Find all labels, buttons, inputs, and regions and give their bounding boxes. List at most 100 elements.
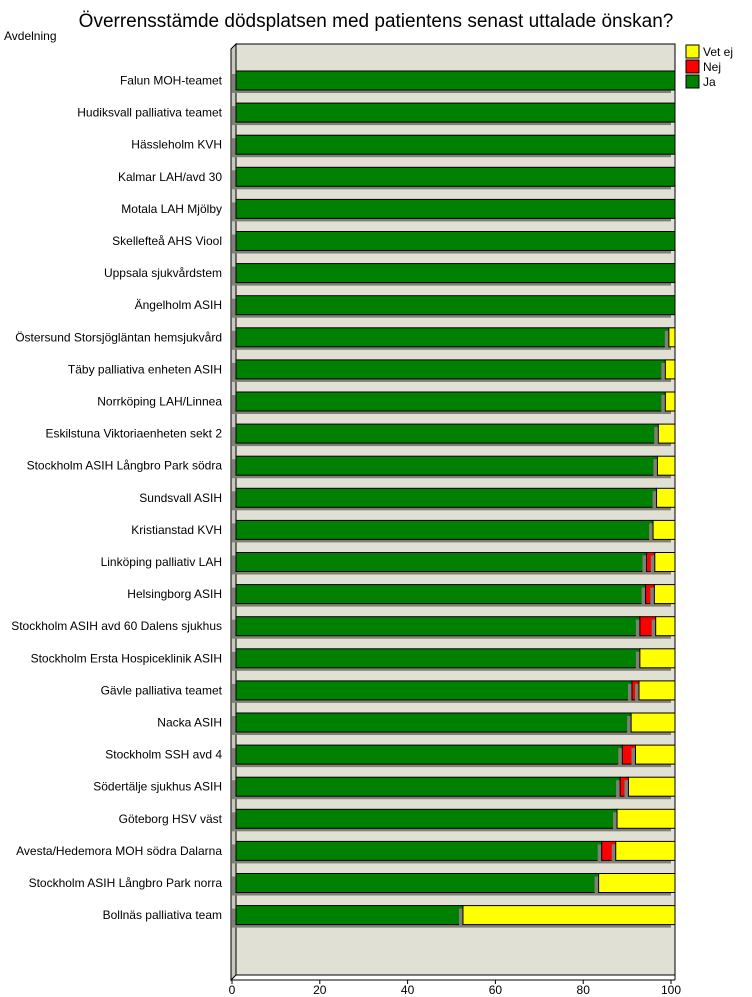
category-labels: Falun MOH-teamet Hudiksvall palliativa te… [11,74,222,923]
bar-group [232,776,676,800]
bar-segment-vet-ej [639,648,676,669]
bar-group [232,584,676,607]
bar-group [232,359,676,382]
bar-segment-vet-ej [616,808,676,829]
bar-group [232,198,676,222]
bar-group [232,905,676,928]
bar-group [232,134,676,158]
category-label: Skellefteå AHS Viool [112,234,222,248]
legend-swatch [685,59,700,74]
bar-segment-ja [235,263,676,284]
bar-group [232,873,676,896]
category-label: Bollnäs palliativa team [103,908,222,922]
chart-title: Överrensstämde dödsplatsen med patienten… [79,11,674,32]
category-label: Östersund Storsjögläntan hemsjukvård [15,330,222,344]
x-tick-label: 80 [577,983,591,997]
bar-segment-ja [235,519,654,540]
bar-group [232,712,676,735]
bar-group [232,231,676,254]
legend-swatch [685,44,700,59]
bar-segment-vet-ej [664,359,676,380]
bar-segment-vet-ej [657,423,676,444]
bar-segment-vet-ej [634,744,676,765]
bar-group [232,616,676,639]
bar-segment-ja [235,198,676,219]
bar-segment-ja [235,102,676,123]
bar-group [232,519,676,543]
bar-segment-vet-ej [462,905,676,926]
category-label: Gävle palliativa teamet [101,683,223,697]
category-label: Eskilstuna Viktoriaenheten sekt 2 [45,427,222,441]
x-axis: 0 20 40 60 80 100 [229,980,681,997]
legend-label: Ja [703,75,716,89]
bar-group [232,327,676,350]
bar-segment-ja [235,905,464,926]
category-label: Motala LAH Mjölby [121,202,222,216]
category-label: Sundsvall ASIH [139,491,222,505]
legend-label: Vet ej [703,45,733,59]
bar-segment-ja [235,808,618,829]
category-label: Kalmar LAH/avd 30 [118,170,222,184]
bar-segment-ja [235,166,676,187]
category-label: Stockholm ASIH Långbro Park norra [29,876,223,890]
category-label: Stockholm Ersta Hospiceklinik ASIH [31,651,222,665]
bar-group [232,552,676,575]
x-tick-label: 100 [661,983,681,997]
bar-segment-vet-ej [656,487,676,508]
bar-group [232,423,676,447]
category-label: Stockholm ASIH avd 60 Dalens sjukhus [11,619,222,633]
bar-group [232,391,676,414]
bar-segment-ja [235,455,658,476]
bar-segment-ja [235,584,647,605]
category-label: Stockholm SSH avd 4 [105,748,222,762]
bar-segment-vet-ej [615,840,676,861]
x-tick-label: 0 [229,983,236,997]
category-label: Linköping palliativ LAH [101,555,222,569]
bar-segment-vet-ej [653,584,676,605]
x-tick-label: 60 [489,983,503,997]
category-label: Stockholm ASIH Långbro Park södra [27,459,223,473]
bar-segment-ja [235,487,658,508]
bar-segment-vet-ej [627,776,676,797]
bar-segment-ja [235,776,621,797]
category-label: Avesta/Hedemora MOH södra Dalarna [16,844,222,858]
category-label: Uppsala sjukvårdstem [104,266,222,280]
bar-shadow [664,330,671,350]
category-label: Kristianstad KVH [131,523,222,537]
bar-segment-ja [235,680,633,701]
x-tick-label: 20 [313,983,327,997]
bar-segment-ja [235,552,647,572]
bar-segment-ja [235,423,659,444]
bar-segment-ja [235,391,666,412]
bar-segment-ja [235,648,641,669]
bar-segment-ja [235,359,666,380]
bar-group [232,102,676,126]
bar-group [232,808,676,832]
bar-segment-vet-ej [652,519,676,540]
legend-label: Nej [703,60,721,74]
bar-segment-ja [235,295,676,316]
bar-segment-ja [235,840,603,861]
bar-group [232,455,676,479]
category-label: Södertälje sjukhus ASIH [93,780,222,794]
bars-layer [232,70,676,928]
y-axis-title: Avdelning [4,29,57,43]
bar-group [232,487,676,511]
bar-group [232,166,676,190]
bar-segment-ja [235,873,600,893]
category-label: Falun MOH-teamet [120,74,223,88]
bar-group [232,648,676,671]
bar-group [232,263,676,286]
bar-segment-ja [235,744,623,765]
bar-segment-ja [235,70,676,91]
category-label: Hässleholm KVH [131,138,222,152]
category-label: Norrköping LAH/Linnea [97,395,222,409]
category-label: Täby palliativa enheten ASIH [68,362,222,376]
bar-segment-ja [235,712,632,733]
bar-segment-vet-ej [598,873,676,893]
category-label: Ängelholm ASIH [135,298,222,312]
bar-group [232,744,676,768]
bar-segment-ja [235,327,670,348]
